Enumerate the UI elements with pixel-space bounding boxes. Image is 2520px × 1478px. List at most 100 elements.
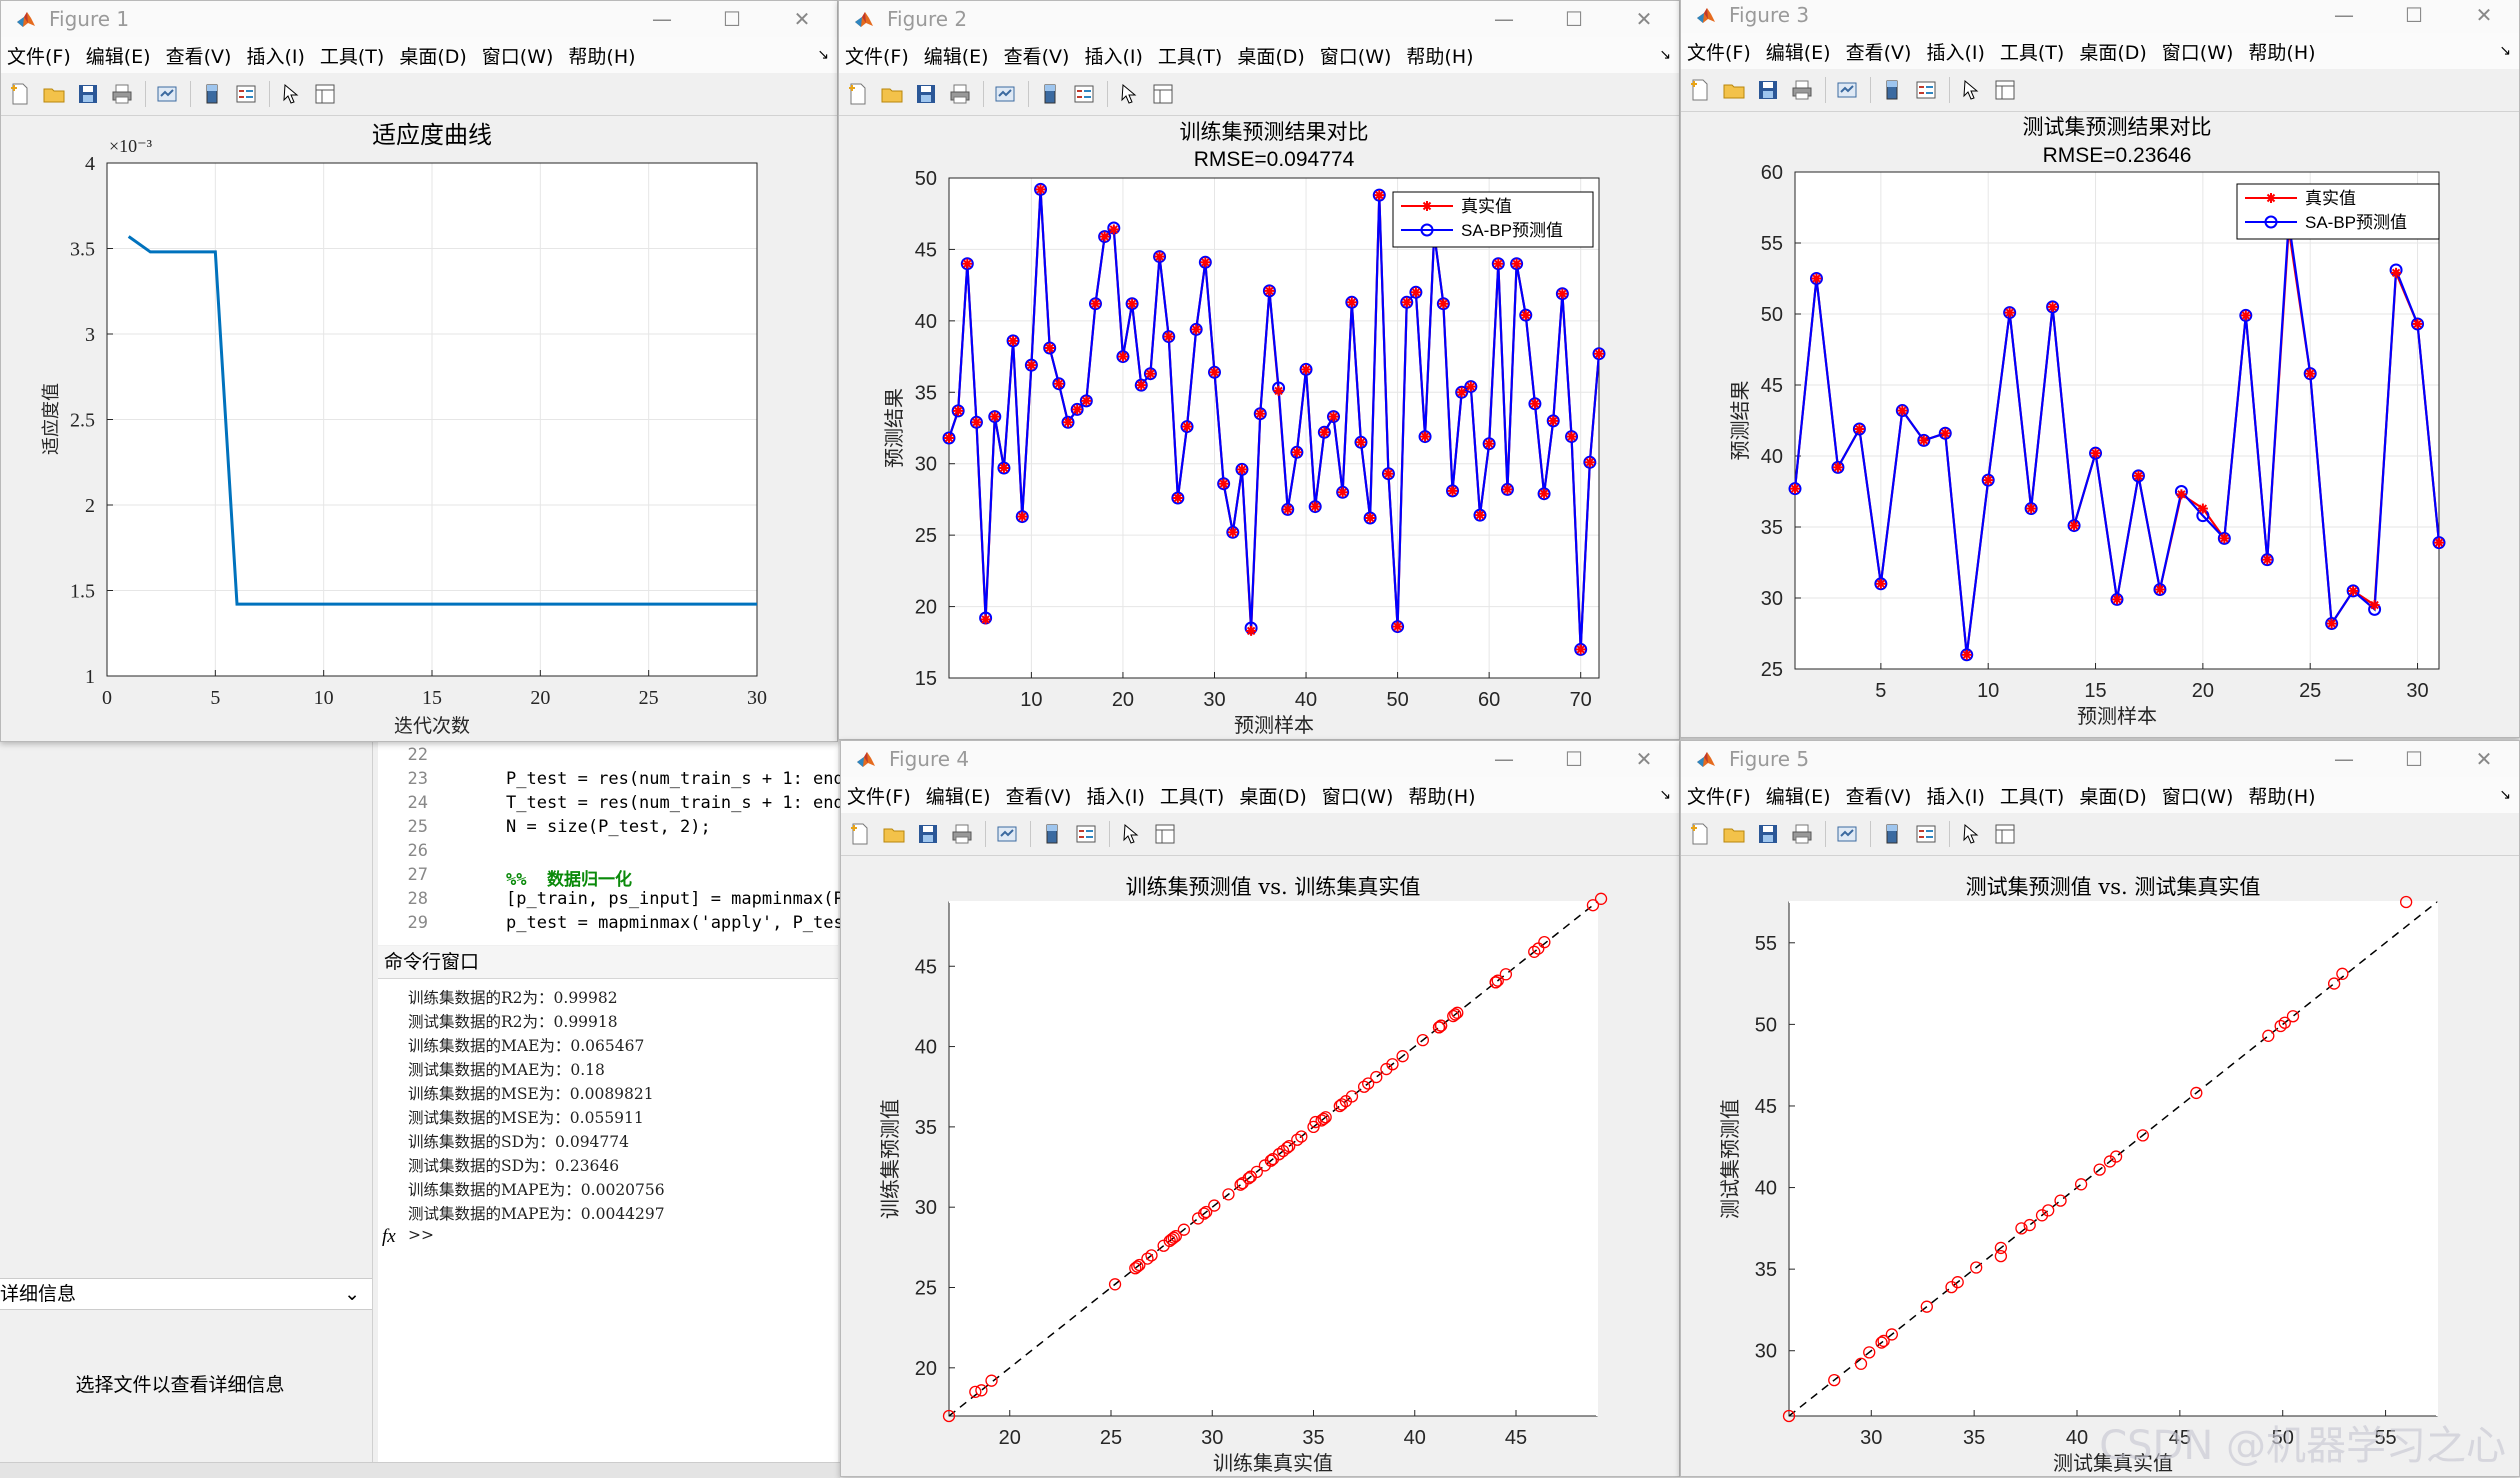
maximize-button[interactable]: ☐	[1565, 747, 1583, 771]
close-button[interactable]: ✕	[2475, 747, 2493, 771]
dock-arrow-icon[interactable]: ↘	[2499, 43, 2511, 59]
save-icon[interactable]	[915, 821, 941, 847]
dock-arrow-icon[interactable]: ↘	[2499, 787, 2511, 803]
pointer-icon[interactable]	[1958, 821, 1984, 847]
colorbar-icon[interactable]	[1879, 77, 1905, 103]
menu-item[interactable]: 窗口(W)	[2161, 41, 2234, 64]
legend-icon[interactable]	[1073, 821, 1099, 847]
menu-item[interactable]: 工具(T)	[1159, 785, 1225, 808]
figure-5-window[interactable]: Figure 5 — ☐ ✕ 文件(F) 编辑(E) 查看(V) 插入(I) 工具(T) 桌面(D…	[1680, 740, 2520, 1477]
open-folder-icon[interactable]	[879, 81, 905, 107]
property-editor-icon[interactable]	[1992, 821, 2018, 847]
link-plot-icon[interactable]	[994, 821, 1020, 847]
legend-icon[interactable]	[1071, 81, 1097, 107]
menu-item[interactable]: 工具(T)	[1999, 785, 2065, 808]
menu-item[interactable]: 查看(V)	[1845, 41, 1912, 64]
prediction-compare-chart[interactable]: 10 20 30 40 50 60 70 15 20 25 30 35 40 45 50 训练集预测结果对比 R…	[839, 116, 1680, 740]
new-file-icon[interactable]	[7, 81, 33, 107]
minimize-button[interactable]: —	[2334, 747, 2354, 771]
title-bar[interactable]: Figure 3 — ☐ ✕	[1681, 0, 2519, 33]
save-icon[interactable]	[75, 81, 101, 107]
property-editor-icon[interactable]	[312, 81, 338, 107]
title-bar[interactable]: Figure 2 — ☐ ✕	[839, 1, 1679, 37]
save-icon[interactable]	[1755, 77, 1781, 103]
new-file-icon[interactable]	[845, 81, 871, 107]
colorbar-icon[interactable]	[1879, 821, 1905, 847]
menu-item[interactable]: 桌面(D)	[2079, 785, 2147, 808]
code-line[interactable]: 27 %% 数据归一化	[378, 865, 838, 890]
new-file-icon[interactable]	[1687, 821, 1713, 847]
menu-item[interactable]: 工具(T)	[1157, 45, 1223, 68]
code-line[interactable]: 26	[378, 841, 838, 865]
code-line[interactable]: 29 p_test = mapminmax('apply', P_test	[378, 913, 854, 937]
menu-item[interactable]: 窗口(W)	[481, 45, 554, 68]
legend-icon[interactable]	[233, 81, 259, 107]
menu-item[interactable]: 查看(V)	[1005, 785, 1072, 808]
title-bar[interactable]: Figure 5 — ☐ ✕	[1681, 741, 2519, 777]
link-plot-icon[interactable]	[1834, 77, 1860, 103]
menu-item[interactable]: 查看(V)	[1003, 45, 1070, 68]
menu-item[interactable]: 查看(V)	[165, 45, 232, 68]
print-icon[interactable]	[949, 821, 975, 847]
link-plot-icon[interactable]	[992, 81, 1018, 107]
menu-item[interactable]: 桌面(D)	[1239, 785, 1307, 808]
figure-3-window[interactable]: Figure 3 — ☐ ✕ 文件(F) 编辑(E) 查看(V) 插入(I) 工具(T) 桌面(D…	[1680, 0, 2520, 738]
menu-item[interactable]: 桌面(D)	[399, 45, 467, 68]
menu-item[interactable]: 窗口(W)	[2161, 785, 2234, 808]
maximize-button[interactable]: ☐	[1565, 7, 1583, 31]
pointer-icon[interactable]	[1116, 81, 1142, 107]
pointer-icon[interactable]	[1118, 821, 1144, 847]
print-icon[interactable]	[1789, 77, 1815, 103]
property-editor-icon[interactable]	[1992, 77, 2018, 103]
menu-item[interactable]: 窗口(W)	[1321, 785, 1394, 808]
command-prompt[interactable]: >>	[408, 1226, 434, 1244]
open-folder-icon[interactable]	[41, 81, 67, 107]
open-folder-icon[interactable]	[1721, 821, 1747, 847]
menu-item[interactable]: 文件(F)	[1687, 785, 1751, 808]
dock-arrow-icon[interactable]: ↘	[1659, 787, 1671, 803]
legend-icon[interactable]	[1913, 821, 1939, 847]
menu-item[interactable]: 桌面(D)	[2079, 41, 2147, 64]
figure-4-window[interactable]: Figure 4 — ☐ ✕ 文件(F) 编辑(E) 查看(V) 插入(I) 工具(T) 桌面(D…	[840, 740, 1680, 1477]
maximize-button[interactable]: ☐	[2405, 3, 2423, 27]
menu-item[interactable]: 插入(I)	[1926, 41, 1985, 64]
link-plot-icon[interactable]	[1834, 821, 1860, 847]
plot-area[interactable]: 20 25 30 35 40 45 20 25 30 35 40 45 训练集预测值 vs. 训练集真实…	[841, 856, 1679, 1476]
colorbar-icon[interactable]	[1037, 81, 1063, 107]
close-button[interactable]: ✕	[1635, 7, 1653, 31]
menu-item[interactable]: 工具(T)	[319, 45, 385, 68]
pointer-icon[interactable]	[1958, 77, 1984, 103]
menu-item[interactable]: 查看(V)	[1845, 785, 1912, 808]
open-folder-icon[interactable]	[881, 821, 907, 847]
property-editor-icon[interactable]	[1152, 821, 1178, 847]
menu-item[interactable]: 帮助(H)	[2248, 41, 2316, 64]
prediction-compare-chart[interactable]: 5 10 15 20 25 30 25 30 35 40 45 50 55 60 测试集预测结果对比 RMSE…	[1681, 112, 2520, 738]
menu-item[interactable]: 帮助(H)	[1406, 45, 1474, 68]
link-plot-icon[interactable]	[154, 81, 180, 107]
property-editor-icon[interactable]	[1150, 81, 1176, 107]
menu-item[interactable]: 编辑(E)	[1765, 785, 1831, 808]
dock-arrow-icon[interactable]: ↘	[817, 47, 829, 63]
colorbar-icon[interactable]	[199, 81, 225, 107]
new-file-icon[interactable]	[847, 821, 873, 847]
menu-item[interactable]: 编辑(E)	[925, 785, 991, 808]
scatter-chart[interactable]: 20 25 30 35 40 45 20 25 30 35 40 45 训练集预测值 vs. 训练集真实…	[841, 856, 1680, 1477]
new-file-icon[interactable]	[1687, 77, 1713, 103]
minimize-button[interactable]: —	[652, 7, 672, 31]
command-window[interactable]: 命令行窗口 训练集数据的R2为：0.99982 测试集数据的R2为：0.99918…	[378, 946, 838, 1476]
pointer-icon[interactable]	[278, 81, 304, 107]
menu-item[interactable]: 文件(F)	[7, 45, 71, 68]
open-folder-icon[interactable]	[1721, 77, 1747, 103]
title-bar[interactable]: Figure 1 — ☐ ✕	[1, 1, 837, 37]
title-bar[interactable]: Figure 4 — ☐ ✕	[841, 741, 1679, 777]
code-line[interactable]: 28 [p_train, ps_input] = mapminmax(P_	[378, 889, 854, 913]
code-line[interactable]: 25 N = size(P_test, 2);	[378, 817, 838, 841]
menu-item[interactable]: 桌面(D)	[1237, 45, 1305, 68]
details-header[interactable]: 详细信息 ⌄	[0, 1278, 372, 1310]
menu-item[interactable]: 编辑(E)	[923, 45, 989, 68]
code-line[interactable]: 23 P_test = res(num_train_s + 1: end,	[378, 769, 854, 793]
menu-item[interactable]: 编辑(E)	[85, 45, 151, 68]
plot-area[interactable]: 5 10 15 20 25 30 25 30 35 40 45 50 55 60 测试集预测结果对比 RMSE…	[1681, 112, 2519, 737]
